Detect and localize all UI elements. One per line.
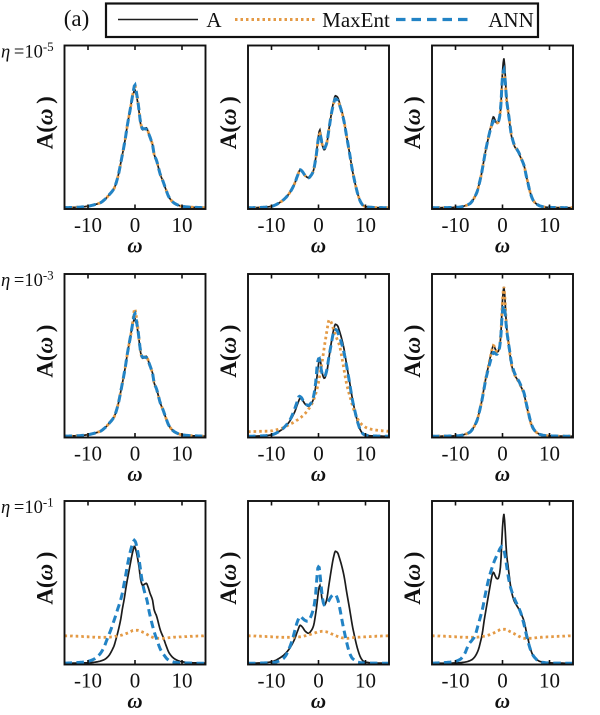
svg-text:0: 0 xyxy=(130,669,141,693)
svg-text:η =10-3: η =10-3 xyxy=(1,267,54,291)
svg-text:10: 10 xyxy=(355,669,376,693)
svg-text:A(ω ): A(ω ) xyxy=(33,552,58,605)
svg-text:(a): (a) xyxy=(64,6,90,31)
svg-text:-10: -10 xyxy=(442,442,470,466)
svg-text:η =10-5: η =10-5 xyxy=(1,39,54,63)
svg-text:ω: ω xyxy=(127,689,142,710)
svg-text:A(ω ): A(ω ) xyxy=(216,552,241,605)
svg-text:10: 10 xyxy=(355,213,376,237)
svg-text:A(ω ): A(ω ) xyxy=(216,325,241,378)
svg-text:ω: ω xyxy=(495,234,510,258)
svg-text:10: 10 xyxy=(355,442,376,466)
svg-text:A: A xyxy=(206,8,222,32)
svg-text:A(ω ): A(ω ) xyxy=(33,325,58,378)
svg-text:ω: ω xyxy=(311,462,326,486)
svg-text:-10: -10 xyxy=(442,669,470,693)
svg-text:-10: -10 xyxy=(74,442,102,466)
svg-text:ω: ω xyxy=(127,462,142,486)
svg-text:ω: ω xyxy=(495,462,510,486)
svg-text:-10: -10 xyxy=(442,213,470,237)
svg-text:10: 10 xyxy=(172,442,193,466)
svg-text:10: 10 xyxy=(539,669,560,693)
svg-text:0: 0 xyxy=(130,213,141,237)
svg-text:10: 10 xyxy=(539,213,560,237)
svg-text:ANN: ANN xyxy=(488,8,534,32)
svg-text:-10: -10 xyxy=(258,442,286,466)
svg-text:ω: ω xyxy=(311,689,326,710)
svg-text:-10: -10 xyxy=(74,669,102,693)
svg-text:-10: -10 xyxy=(74,213,102,237)
svg-text:A(ω ): A(ω ) xyxy=(400,552,425,605)
svg-text:ω: ω xyxy=(495,689,510,710)
svg-text:10: 10 xyxy=(172,669,193,693)
svg-text:0: 0 xyxy=(497,213,508,237)
svg-text:10: 10 xyxy=(172,213,193,237)
svg-text:η =10-1: η =10-1 xyxy=(1,494,54,518)
svg-text:A(ω ): A(ω ) xyxy=(400,325,425,378)
svg-text:10: 10 xyxy=(539,442,560,466)
svg-text:0: 0 xyxy=(313,213,324,237)
svg-text:0: 0 xyxy=(130,442,141,466)
svg-text:ω: ω xyxy=(311,234,326,258)
svg-text:-10: -10 xyxy=(258,213,286,237)
svg-text:0: 0 xyxy=(497,442,508,466)
svg-text:ω: ω xyxy=(127,234,142,258)
svg-text:A(ω ): A(ω ) xyxy=(216,96,241,149)
svg-text:-10: -10 xyxy=(258,669,286,693)
svg-text:A(ω ): A(ω ) xyxy=(400,96,425,149)
svg-text:A(ω ): A(ω ) xyxy=(33,96,58,149)
svg-text:0: 0 xyxy=(313,669,324,693)
svg-text:0: 0 xyxy=(497,669,508,693)
svg-text:MaxEnt: MaxEnt xyxy=(322,8,390,32)
svg-text:0: 0 xyxy=(313,442,324,466)
